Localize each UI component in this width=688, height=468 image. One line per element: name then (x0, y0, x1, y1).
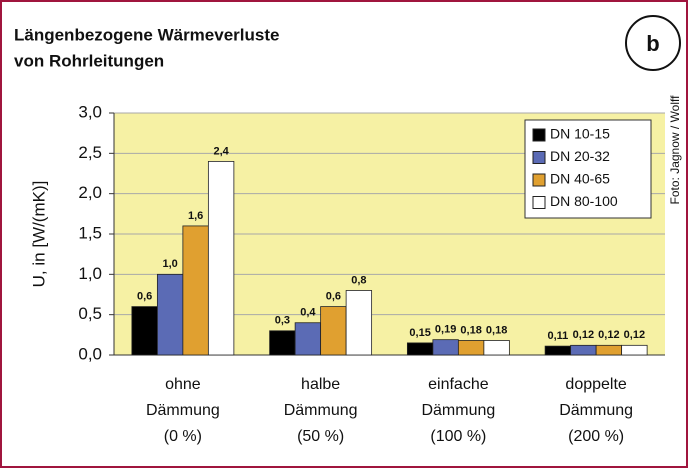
bar (457, 340, 485, 356)
bar (544, 345, 572, 356)
legend-swatch (532, 151, 546, 164)
bar (595, 344, 623, 356)
value-label: 2,4 (213, 145, 229, 157)
legend-swatch (532, 196, 546, 209)
value-label: 1,0 (162, 258, 177, 270)
x-tick-label: einfache (428, 376, 489, 393)
bar (345, 290, 373, 356)
value-label: 0,18 (486, 324, 507, 336)
y-tick-label: 2,5 (78, 143, 102, 162)
value-label: 0,12 (624, 329, 645, 341)
credit: Foto: Jagnow / Wolff (668, 95, 682, 205)
bar (570, 344, 597, 356)
bar (207, 160, 235, 356)
value-label: 0,3 (275, 315, 290, 327)
value-label: 1,6 (188, 210, 203, 222)
value-label: 0,19 (435, 324, 456, 336)
value-label: 0,6 (137, 291, 152, 303)
badge: b (646, 31, 659, 56)
y-tick-label: 3,0 (78, 102, 102, 121)
value-label: 0,11 (547, 330, 568, 342)
x-tick-label: (100 %) (430, 428, 486, 445)
legend-label: DN 10-15 (550, 126, 610, 142)
bar (131, 306, 158, 356)
bar (483, 340, 510, 356)
bar (432, 339, 459, 356)
bar (320, 306, 347, 356)
x-tick-label: (50 %) (297, 428, 344, 445)
legend-swatch (532, 128, 546, 142)
bar (182, 225, 209, 356)
x-tick-label: doppelte (565, 376, 626, 393)
y-tick-label: 2,0 (78, 183, 102, 202)
value-label: 0,12 (598, 329, 619, 341)
x-tick-label: Dämmung (421, 402, 495, 419)
y-axis-label: U, in [W/(mK)] (29, 181, 48, 288)
legend-box (524, 119, 652, 219)
x-tick-label: Dämmung (559, 402, 633, 419)
value-label: 0,4 (300, 307, 316, 319)
x-tick-label: halbe (301, 376, 340, 393)
x-tick-label: Dämmung (284, 402, 358, 419)
bar (269, 330, 296, 356)
x-tick-label: (200 %) (568, 428, 624, 445)
value-label: 0,15 (409, 327, 430, 339)
value-label: 0,8 (351, 274, 366, 286)
x-tick-label: (0 %) (164, 428, 202, 445)
x-tick-label: Dämmung (146, 402, 220, 419)
legend-label: DN 40-65 (550, 171, 610, 187)
value-label: 0,6 (326, 291, 341, 303)
legend-swatch (532, 173, 546, 187)
value-label: 0,12 (573, 329, 594, 341)
bar (406, 342, 434, 356)
legend-label: DN 80-100 (550, 193, 618, 209)
y-tick-label: 1,5 (78, 223, 102, 242)
badge-circle (625, 15, 681, 71)
bar (294, 322, 322, 356)
y-tick-label: 1,0 (78, 264, 102, 283)
value-label: 0,18 (460, 324, 481, 336)
y-tick-label: 0,5 (78, 304, 102, 323)
legend-label: DN 20-32 (550, 148, 610, 164)
y-tick-label: 0,0 (78, 344, 102, 363)
x-tick-label: ohne (165, 376, 201, 393)
chart-title: von Rohrleitungen (14, 51, 164, 70)
bar (156, 273, 184, 356)
bar (621, 344, 648, 356)
chart-title: Längenbezogene Wärmeverluste (14, 25, 279, 44)
